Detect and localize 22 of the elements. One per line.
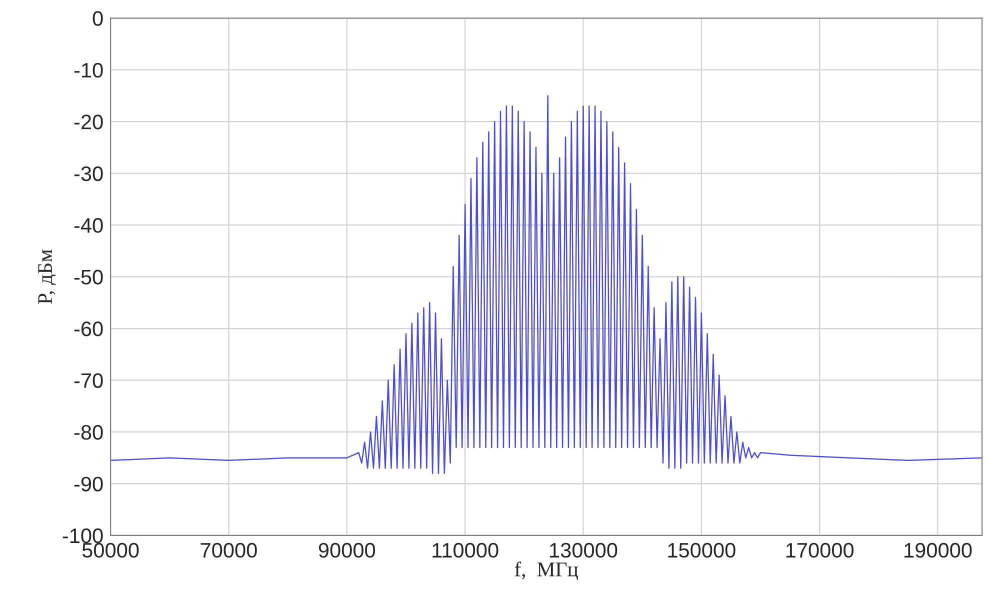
y-tick-label: -80	[74, 424, 103, 440]
x-tick-label: 190000	[904, 542, 972, 558]
x-tick-label: 110000	[432, 542, 498, 558]
y-tick-label: -10	[74, 62, 103, 78]
y-tick-label: -40	[74, 218, 103, 233]
y-tick-label: -30	[74, 166, 103, 182]
y-tick-label: -100	[62, 528, 103, 544]
y-tick-label: -20	[74, 114, 103, 130]
line-series	[110, 95, 982, 474]
y-tick-label: 0	[92, 11, 103, 26]
y-tick-label: -70	[74, 373, 103, 388]
x-tick-label: 50000	[82, 542, 139, 558]
x-tick-label: 150000	[668, 542, 736, 558]
y-tick-label: -50	[74, 270, 103, 285]
x-tick-label: 170000	[786, 542, 854, 558]
y-tick-label: -60	[74, 322, 103, 336]
x-tick-label: 70000	[200, 542, 257, 558]
x-tick-label: 90000	[318, 542, 376, 558]
x-tick-label: 130000	[550, 542, 618, 558]
y-tick-label: -90	[74, 476, 103, 492]
x-axis-title: f, МГц	[514, 562, 578, 580]
y-axis-title: P, дБм	[38, 250, 56, 304]
